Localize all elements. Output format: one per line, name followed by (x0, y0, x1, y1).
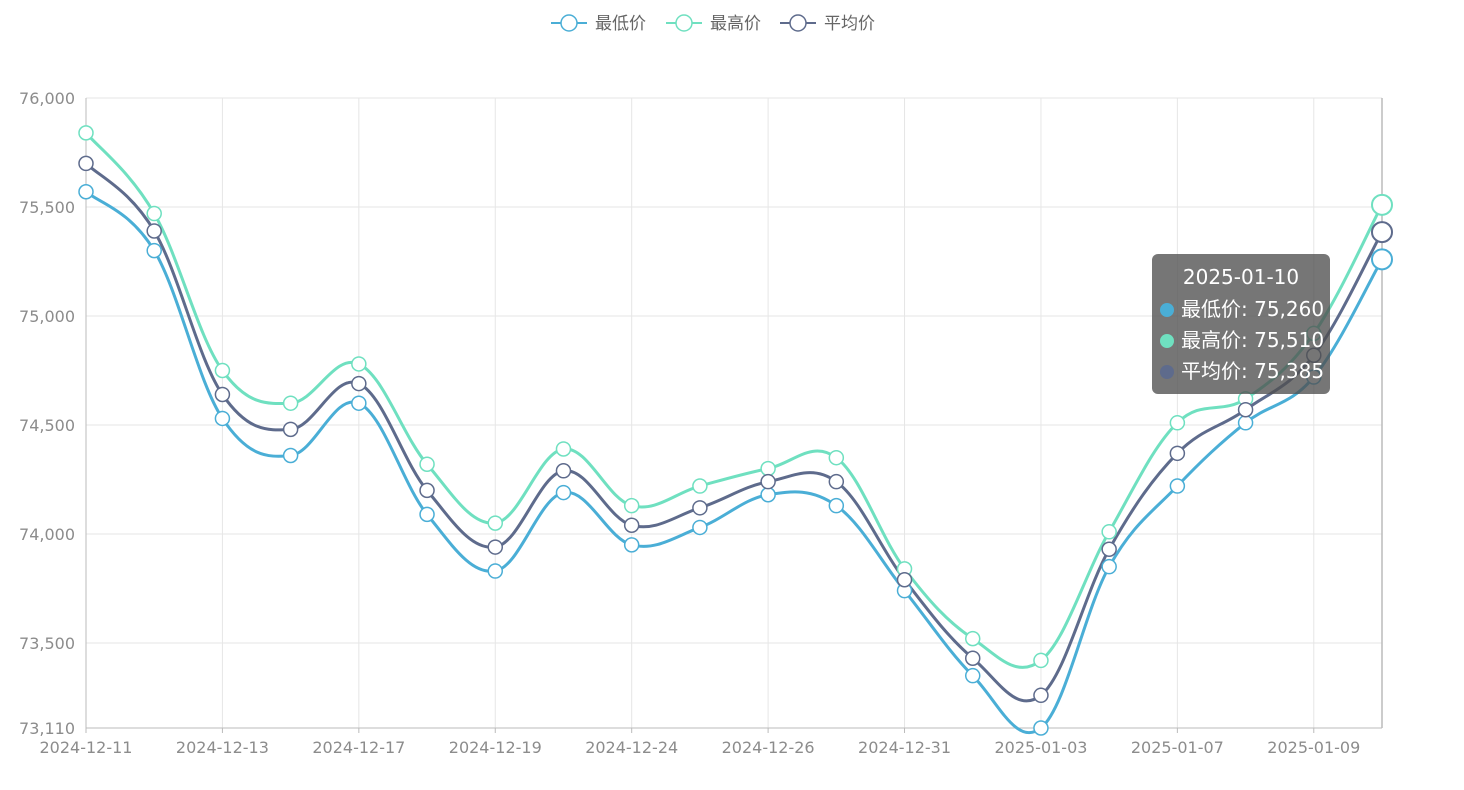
data-point-low (760, 486, 776, 503)
data-point-avg (1033, 687, 1049, 704)
series-line-high (84, 131, 1384, 669)
tooltip-dot-high (1160, 333, 1174, 348)
data-point-avg (828, 473, 845, 490)
data-point-low (78, 183, 94, 200)
x-tick-label: 2024-12-11 (40, 738, 133, 757)
data-point-high (1371, 193, 1393, 216)
axes: 73,110 73,500 74,000 74,500 75,000 75,500 76,0… (19, 89, 1383, 757)
data-point-avg (555, 463, 572, 479)
data-point-avg (964, 650, 981, 666)
data-point-low (146, 242, 162, 259)
data-point-low (964, 667, 981, 684)
data-point-low (1237, 415, 1254, 431)
y-tick-label: 75,000 (19, 307, 75, 326)
data-point-avg (1237, 401, 1254, 418)
tooltip-label-low: 最低价: 75,260 (1181, 297, 1325, 321)
data-point-avg (760, 473, 776, 490)
legend-label: 平均价 (824, 14, 875, 34)
tooltip-row-low: 最低价: 75,260 (1160, 294, 1325, 325)
data-point-high (487, 515, 504, 531)
legend-item-high[interactable]: 最高价 (666, 14, 761, 34)
data-point-low (1033, 720, 1049, 736)
data-point-high (964, 630, 981, 647)
legend-label: 最低价 (595, 14, 646, 34)
data-point-low (623, 537, 640, 553)
data-point-low (419, 506, 435, 523)
grid (86, 97, 1382, 728)
data-point-avg (487, 539, 504, 555)
data-point-avg (419, 482, 435, 499)
x-tick-label: 2024-12-31 (858, 738, 951, 757)
data-point-high (351, 356, 367, 372)
data-point-high (419, 456, 435, 472)
x-tick-label: 2025-01-09 (1267, 738, 1360, 757)
data-point-avg (623, 517, 640, 534)
tooltip-label-high: 最高价: 75,510 (1181, 328, 1325, 352)
data-point-low (1371, 248, 1393, 271)
y-tick-label: 74,000 (19, 525, 75, 544)
data-point-low (351, 395, 367, 411)
tooltip-row-avg: 平均价: 75,385 (1160, 356, 1325, 387)
data-point-avg (146, 223, 162, 239)
data-point-high (555, 441, 572, 457)
x-tick-label: 2024-12-17 (312, 738, 405, 757)
legend-marker (675, 14, 693, 32)
data-point-high (692, 478, 708, 494)
legend-item-low[interactable]: 最低价 (551, 14, 646, 34)
series-line-avg (84, 162, 1384, 703)
legend[interactable]: 最低价 最高价 平均价 (551, 14, 875, 34)
tooltip-label-avg: 平均价: 75,385 (1181, 359, 1325, 383)
y-tick-label: 74,500 (19, 416, 75, 435)
legend-item-avg[interactable]: 平均价 (780, 14, 875, 34)
data-point-high (828, 449, 845, 466)
data-point-avg (896, 572, 913, 588)
tooltip-dot-avg (1160, 364, 1174, 379)
data-point-avg (282, 421, 299, 438)
x-tick-label: 2025-01-03 (994, 738, 1087, 757)
data-point-avg (692, 500, 708, 516)
legend-label: 最高价 (710, 14, 761, 34)
y-tick-label: 73,500 (19, 634, 75, 653)
tooltip-title: 2025-01-10 (1182, 265, 1300, 289)
x-tick-label: 2024-12-19 (449, 738, 542, 757)
x-tick-label: 2024-12-26 (722, 738, 815, 757)
data-point-low (214, 410, 231, 427)
data-point-low (1101, 558, 1117, 575)
data-point-high (78, 125, 94, 141)
data-point-high (1101, 524, 1117, 540)
data-point-high (623, 497, 640, 514)
data-point-avg (214, 386, 231, 403)
tooltip: 2025-01-10 最低价: 75,260 最高价: 75,510 平均价: … (1152, 254, 1330, 394)
legend-marker (789, 14, 807, 32)
y-tick-label: 75,500 (19, 198, 75, 217)
x-tick-label: 2024-12-13 (176, 738, 269, 757)
x-tick-label: 2024-12-24 (585, 738, 678, 757)
data-point-low (1169, 478, 1186, 494)
data-point-high (1033, 652, 1049, 669)
data-point-high (146, 205, 162, 222)
data-point-avg (351, 375, 367, 392)
data-point-high (282, 395, 299, 411)
data-point-avg (1371, 221, 1393, 244)
tooltip-row-high: 最高价: 75,510 (1160, 325, 1325, 356)
data-point-avg (78, 155, 94, 172)
data-point-avg (1101, 541, 1117, 557)
data-point-avg (1169, 445, 1186, 462)
data-point-low (555, 484, 572, 501)
data-point-low (487, 563, 504, 579)
x-tick-label: 2025-01-07 (1131, 738, 1224, 757)
data-point-low (282, 447, 299, 464)
tooltip-dot-low (1160, 302, 1174, 317)
data-point-low (828, 497, 845, 514)
y-tick-label: 76,000 (19, 89, 75, 108)
data-point-high (214, 362, 231, 379)
data-point-high (760, 460, 776, 477)
legend-marker (560, 14, 578, 32)
data-point-high (1169, 415, 1186, 431)
y-tick-label: 73,110 (19, 719, 75, 738)
data-point-low (692, 519, 708, 536)
